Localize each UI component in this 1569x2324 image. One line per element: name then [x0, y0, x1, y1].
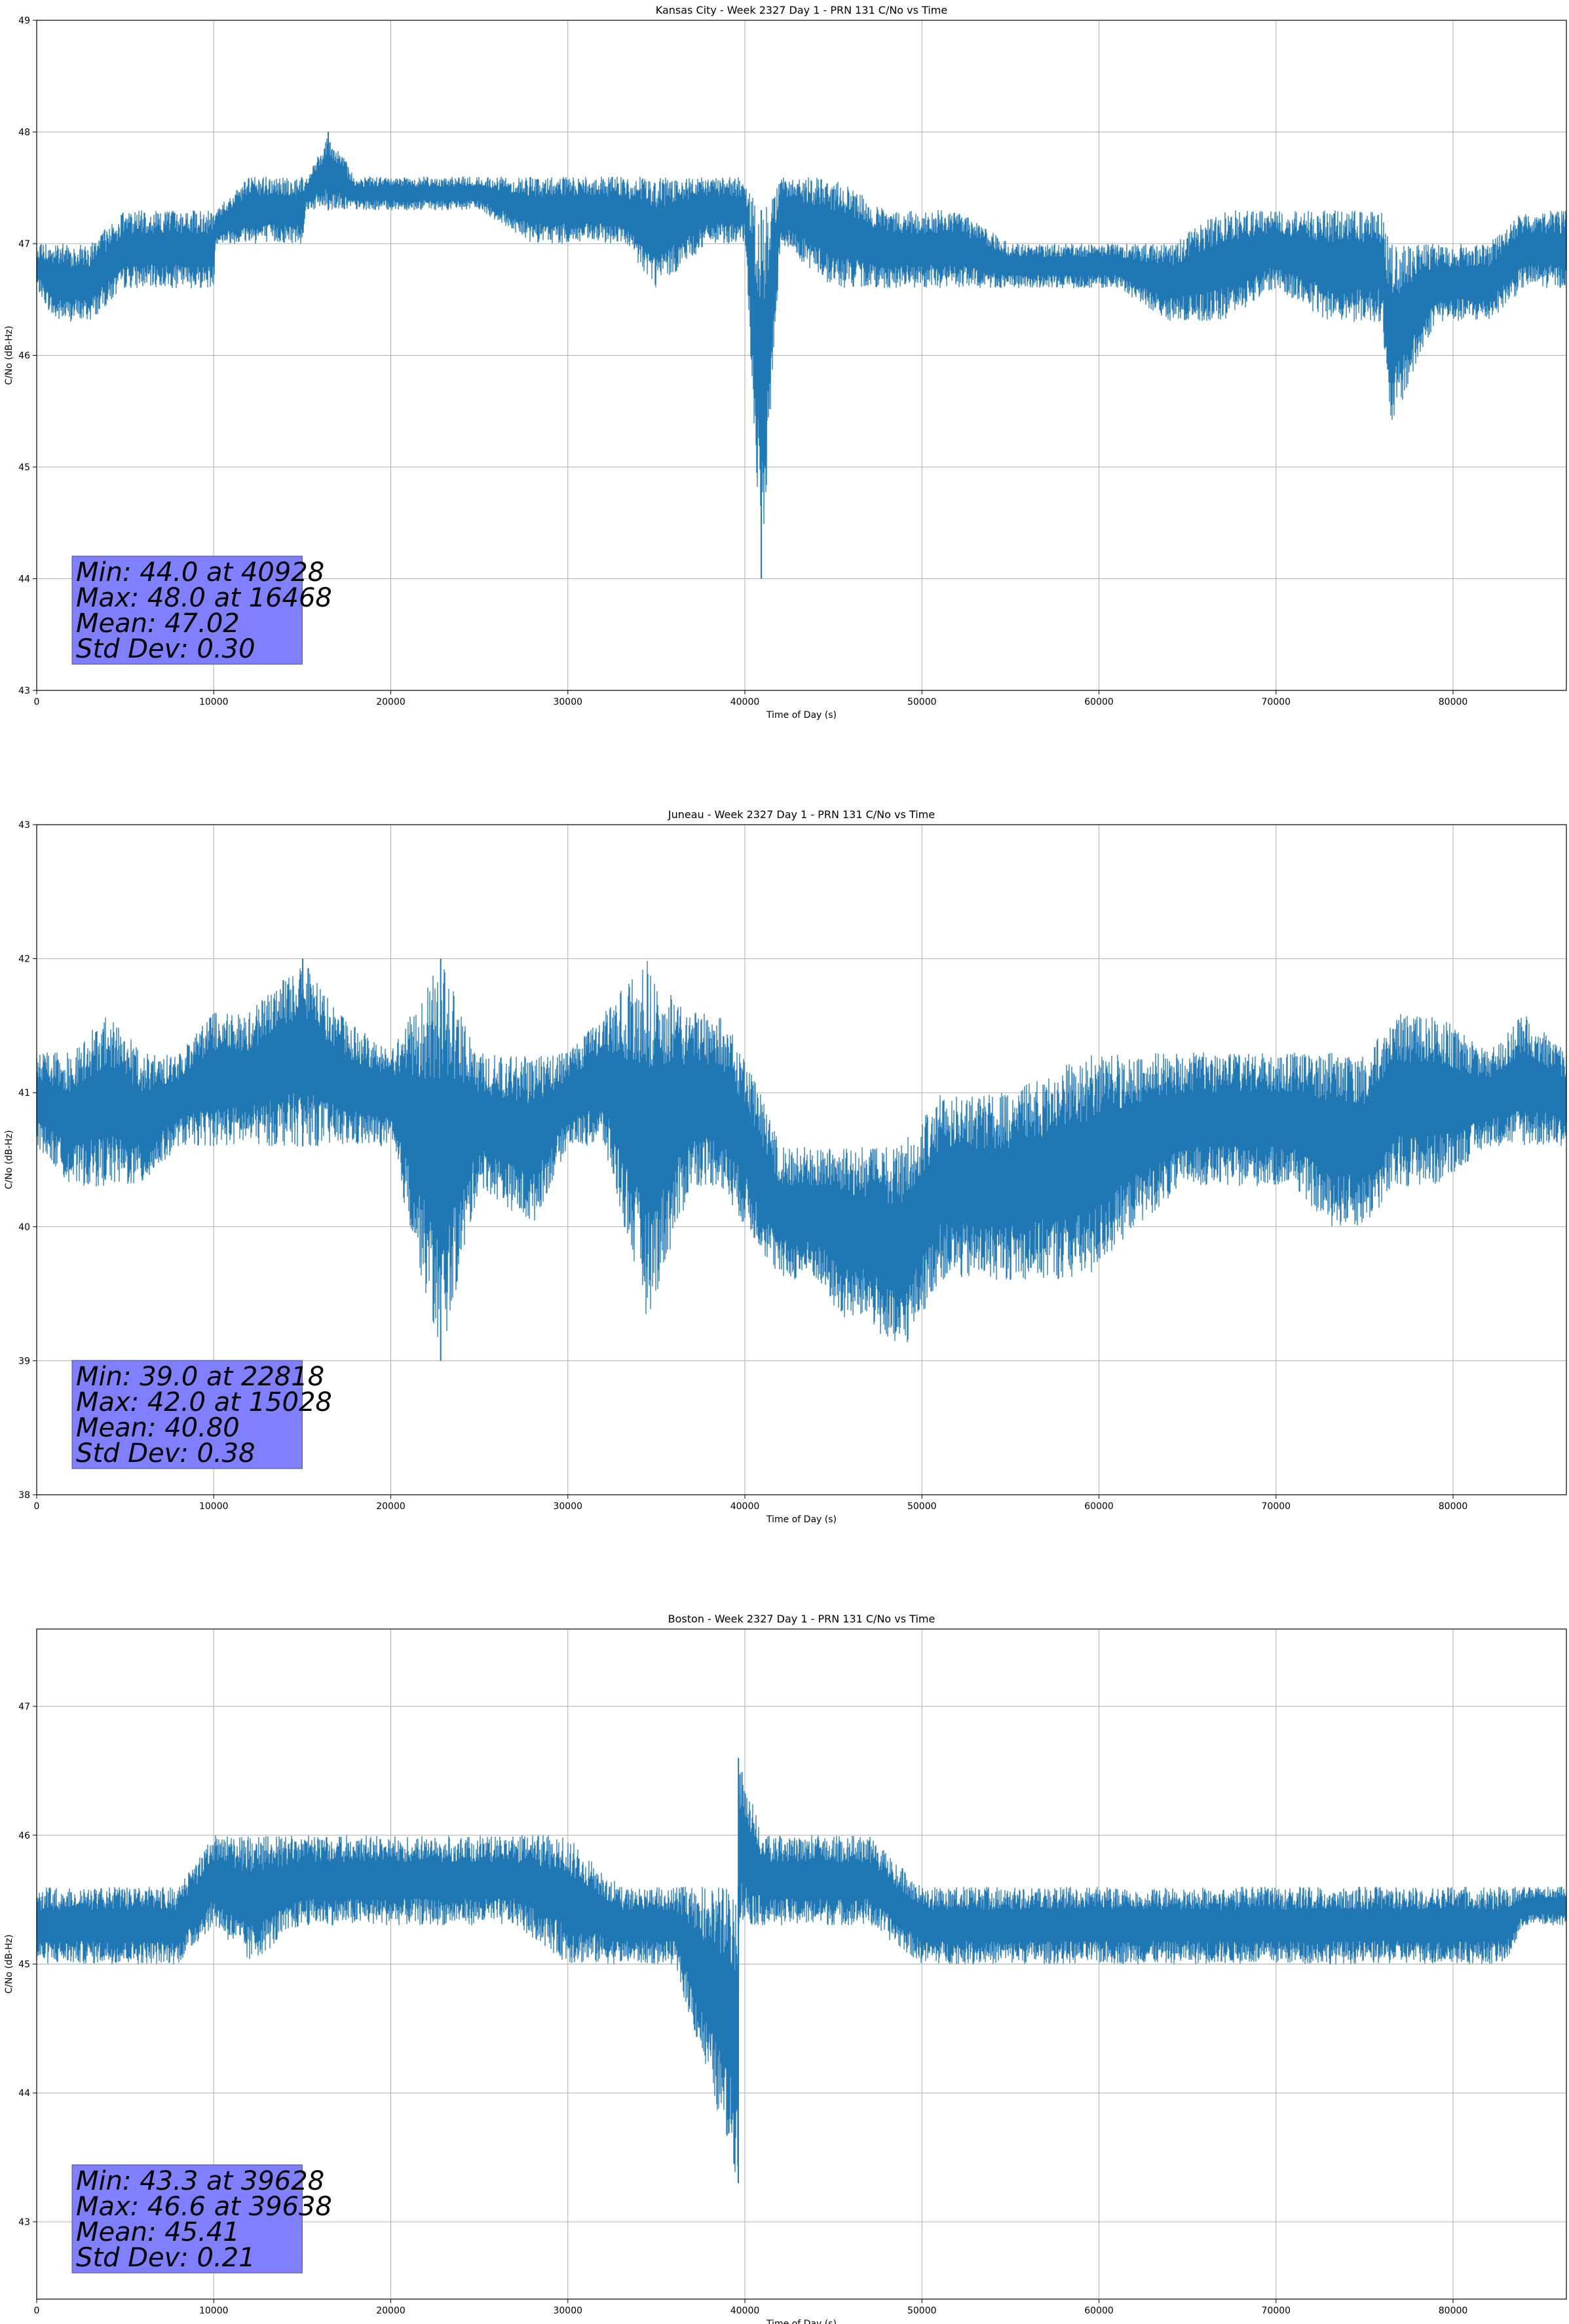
x-tick-label: 10000: [199, 2306, 229, 2316]
y-tick-label: 46: [18, 1831, 30, 1841]
series-trace: [36, 132, 1567, 579]
y-tick-label: 39: [18, 1356, 30, 1366]
y-tick-label: 44: [18, 574, 30, 585]
x-tick-label: 70000: [1262, 2306, 1291, 2316]
chart-panel-juneau: 0 10000 20000 30000 40000 50000 60000 70000 8000…: [4, 808, 1567, 1525]
x-tick-label: 50000: [907, 2306, 937, 2316]
y-tick-label: 45: [18, 1960, 30, 1970]
x-tick-label: 30000: [553, 1501, 582, 1512]
stats-box-background: [71, 2164, 303, 2274]
x-axis-label: Time of Day (s): [766, 2319, 837, 2324]
x-tick-label: 40000: [730, 697, 760, 707]
x-tick-label: 60000: [1084, 1501, 1114, 1512]
x-tick-label: 10000: [199, 697, 229, 707]
x-tick-label: 50000: [907, 1501, 937, 1512]
y-tick-label: 47: [18, 1702, 30, 1712]
stats-line: Max: 42.0 at 15028: [76, 1387, 332, 1417]
y-tick-label: 45: [18, 462, 30, 473]
y-tick-label: 43: [18, 820, 30, 831]
x-tick-label: 0: [34, 2306, 40, 2316]
x-tick-label: 30000: [553, 2306, 582, 2316]
x-tick-label: 60000: [1084, 697, 1114, 707]
stats-box-background: [71, 555, 303, 665]
stats-line: Mean: 40.80: [76, 1413, 240, 1443]
stats-line: Min: 44.0 at 40928: [76, 557, 324, 588]
x-tick-label: 80000: [1439, 2306, 1468, 2316]
x-tick-label: 50000: [907, 697, 937, 707]
y-tick-label: 38: [18, 1490, 30, 1501]
chart-panel-boston: 0 10000 20000 30000 40000 50000 60000 70000 8000…: [4, 1613, 1567, 2324]
y-axis-label: C/No (dB-Hz): [4, 1130, 14, 1189]
stats-line: Mean: 47.02: [76, 609, 240, 639]
y-axis-label: C/No (dB-Hz): [4, 1934, 14, 1993]
x-axis-label: Time of Day (s): [766, 1514, 837, 1525]
x-tick-label: 70000: [1262, 1501, 1291, 1512]
x-tick-label: 60000: [1084, 2306, 1114, 2316]
stats-box-background: [71, 1360, 303, 1469]
stats-line: Min: 39.0 at 22818: [76, 1362, 324, 1392]
x-axis-label: Time of Day (s): [766, 710, 837, 721]
x-tick-label: 80000: [1439, 697, 1468, 707]
stats-line: Max: 46.6 at 39638: [76, 2192, 332, 2222]
y-tick-label: 46: [18, 351, 30, 362]
y-tick-label: 42: [18, 954, 30, 965]
stats-line: Std Dev: 0.30: [76, 634, 255, 664]
chart-title: Kansas City - Week 2327 Day 1 - PRN 131 …: [656, 4, 947, 16]
x-tick-label: 20000: [376, 697, 406, 707]
y-axis-label: C/No (dB-Hz): [4, 326, 14, 384]
y-tick-label: 44: [18, 2088, 30, 2099]
stats-line: Std Dev: 0.38: [76, 1438, 255, 1469]
chart-title: Juneau - Week 2327 Day 1 - PRN 131 C/No …: [668, 808, 935, 821]
x-tick-label: 0: [34, 697, 40, 707]
stats-line: Min: 43.3 at 39628: [76, 2166, 324, 2196]
y-tick-label: 48: [18, 128, 30, 138]
y-tick-label: 40: [18, 1222, 30, 1233]
x-tick-label: 80000: [1439, 1501, 1468, 1512]
stats-line: Mean: 45.41: [76, 2217, 240, 2247]
x-tick-label: 0: [34, 1501, 40, 1512]
x-tick-label: 20000: [376, 1501, 406, 1512]
stats-line: Std Dev: 0.21: [76, 2243, 255, 2273]
y-tick-label: 47: [18, 239, 30, 250]
stats-line: Max: 48.0 at 16468: [76, 583, 332, 613]
chart-title: Boston - Week 2327 Day 1 - PRN 131 C/No …: [668, 1613, 936, 1625]
y-tick-label: 49: [18, 16, 30, 26]
x-tick-label: 40000: [730, 1501, 760, 1512]
y-tick-label: 43: [18, 686, 30, 696]
x-tick-label: 70000: [1262, 697, 1291, 707]
x-tick-label: 40000: [730, 2306, 760, 2316]
x-tick-label: 30000: [553, 697, 582, 707]
x-tick-label: 20000: [376, 2306, 406, 2316]
chart-panel-kansas-city: 0 10000 20000 30000 40000 50000 60000 70000 8000…: [4, 4, 1567, 721]
x-tick-label: 10000: [199, 1501, 229, 1512]
y-tick-label: 43: [18, 2217, 30, 2228]
axes-frame: [36, 824, 1567, 1495]
y-tick-label: 41: [18, 1088, 30, 1098]
